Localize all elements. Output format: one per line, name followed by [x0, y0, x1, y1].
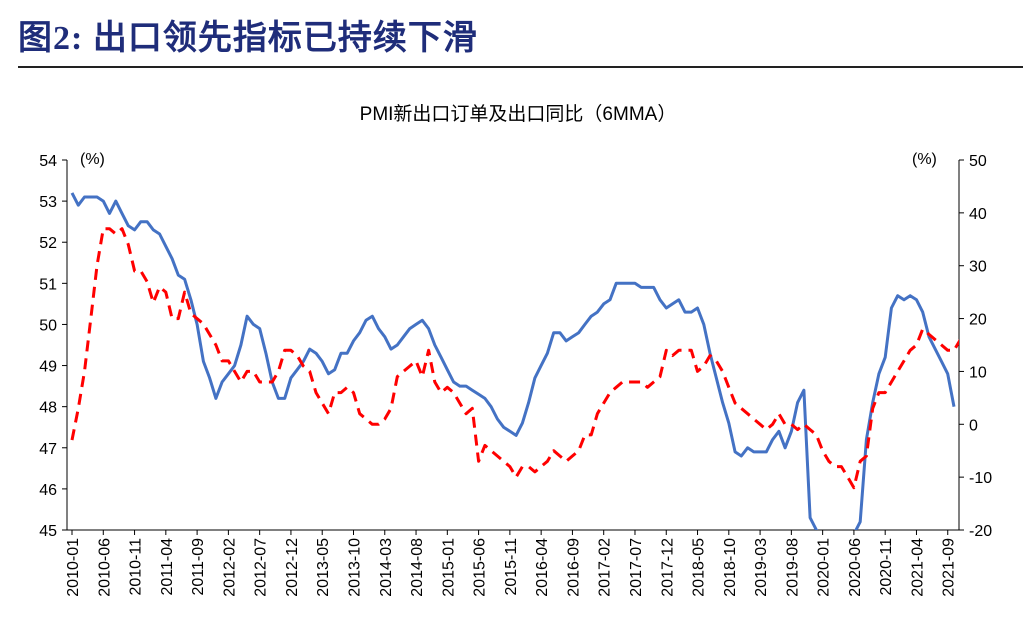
x-tick-label: 2020-11: [878, 538, 895, 596]
x-tick-label: 2013-10: [346, 538, 363, 597]
x-tick-label: 2021-04: [909, 538, 926, 597]
x-tick-label: 2016-04: [534, 538, 551, 597]
left-tick-label: 50: [39, 317, 57, 334]
axes: [66, 160, 960, 531]
left-tick-label: 46: [39, 482, 57, 499]
x-tick-label: 2017-07: [628, 538, 645, 597]
right-tick-label: -10: [969, 470, 992, 487]
left-tick-label: 52: [39, 235, 57, 252]
left-axis-unit: (%): [80, 151, 105, 168]
left-tick-label: 47: [39, 441, 57, 458]
x-tick-label: 2017-12: [659, 538, 676, 597]
x-tick-label: 2019-03: [753, 538, 770, 597]
x-tick-label: 2014-03: [378, 538, 395, 597]
left-tick-label: 53: [39, 194, 57, 211]
x-tick-label: 2010-06: [96, 538, 113, 597]
x-tick-label: 2010-11: [128, 538, 145, 596]
right-tick-label: 20: [969, 312, 987, 329]
right-tick-label: 50: [969, 153, 987, 170]
x-tick-label: 2019-08: [784, 538, 801, 597]
x-tick-label: 2018-10: [722, 538, 739, 597]
title-divider: [18, 66, 1023, 68]
x-tick-label: 2017-02: [597, 538, 614, 597]
x-tick-label: 2010-01: [65, 538, 82, 597]
x-tick-label: 2021-09: [941, 538, 958, 597]
right-tick-label: 40: [969, 206, 987, 223]
right-axis-ticks: -20 -10 0 10 20 30 40 50: [959, 153, 992, 540]
series-line-export-yoy: [70, 227, 959, 490]
right-tick-label: 10: [969, 364, 987, 381]
x-tick-label: 2012-02: [221, 538, 238, 597]
chart-title: PMI新出口订单及出口同比（6MMA）: [360, 103, 677, 125]
x-tick-label: 2016-09: [565, 538, 582, 597]
x-tick-label: 2011-09: [190, 538, 207, 596]
left-tick-label: 51: [39, 276, 57, 293]
left-tick-label: 45: [39, 523, 57, 540]
x-tick-label: 2015-11: [503, 538, 520, 596]
right-tick-label: -20: [969, 523, 992, 540]
x-tick-label: 2011-04: [159, 538, 176, 596]
x-tick-label: 2013-05: [315, 538, 332, 597]
x-axis-ticks: 2010-01 2010-06 2010-11 2011-04 2011-09 2012-…: [65, 530, 958, 597]
x-tick-label: 2020-06: [847, 538, 864, 597]
right-tick-label: 0: [969, 417, 978, 434]
right-axis-unit: (%): [912, 151, 937, 168]
x-tick-label: 2020-01: [816, 538, 833, 597]
left-axis-ticks: 45 46 47 48 49 50 51 52 53 54: [39, 153, 67, 540]
right-tick-label: 30: [969, 259, 987, 276]
figure-title: 图2: 出口领先指标已持续下滑: [18, 20, 478, 57]
left-tick-label: 48: [39, 400, 57, 417]
x-tick-label: 2012-12: [284, 538, 301, 597]
series-line-pmi-new-export-orders: [70, 192, 956, 530]
x-tick-label: 2014-08: [409, 538, 426, 597]
x-tick-label: 2018-05: [691, 538, 708, 597]
x-tick-label: 2015-01: [440, 538, 457, 597]
series-group: [70, 192, 959, 530]
x-tick-label: 2015-06: [472, 538, 489, 597]
x-tick-label: 2012-07: [253, 538, 270, 597]
left-tick-label: 49: [39, 359, 57, 376]
left-tick-label: 54: [39, 153, 57, 170]
